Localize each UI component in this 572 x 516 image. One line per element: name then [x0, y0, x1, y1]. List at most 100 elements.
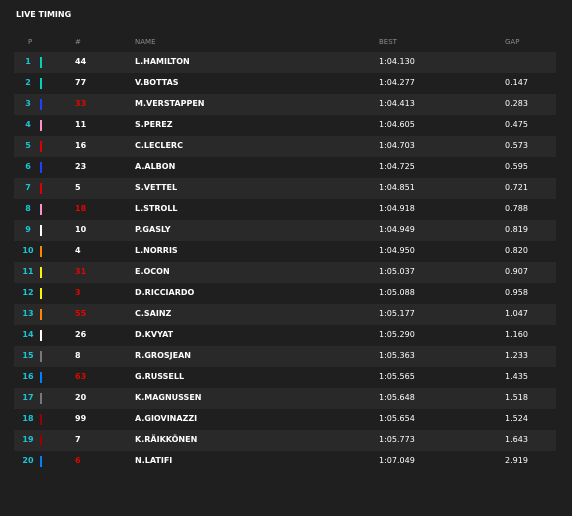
driver-name: S.PEREZ: [135, 120, 173, 129]
position: 15: [22, 351, 34, 360]
timing-row: 17 20 K.MAGNUSSEN 1:05.648 1.518: [14, 388, 556, 409]
timing-row: 14 26 D.KVYAT 1:05.290 1.160: [14, 325, 556, 346]
team-color: [40, 330, 42, 341]
driver-name: L.HAMILTON: [135, 57, 190, 66]
team-color: [40, 204, 42, 215]
car-number: 16: [75, 141, 87, 150]
best-time: 1:04.950: [379, 246, 415, 255]
car-number: 10: [75, 225, 87, 234]
best-time: 1:04.130: [379, 57, 415, 66]
timing-row: 9 10 P.GASLY 1:04.949 0.819: [14, 220, 556, 241]
driver-name: A.ALBON: [135, 162, 176, 171]
position: 8: [25, 204, 31, 213]
timing-row: 15 8 R.GROSJEAN 1:05.363 1.233: [14, 346, 556, 367]
position: 18: [22, 414, 34, 423]
timing-row: 5 16 C.LECLERC 1:04.703 0.573: [14, 136, 556, 157]
gap: 0.283: [505, 99, 528, 108]
gap: 0.820: [505, 246, 528, 255]
driver-name: C.SAINZ: [135, 309, 172, 318]
best-time: 1:04.725: [379, 162, 415, 171]
best-time: 1:04.918: [379, 204, 415, 213]
team-color: [40, 120, 42, 131]
gap: 0.595: [505, 162, 528, 171]
team-color: [40, 372, 42, 383]
driver-name: R.GROSJEAN: [135, 351, 191, 360]
timing-row: 3 33 M.VERSTAPPEN 1:04.413 0.283: [14, 94, 556, 115]
position: 6: [25, 162, 31, 171]
driver-name: K.MAGNUSSEN: [135, 393, 202, 402]
team-color: [40, 267, 42, 278]
position: 3: [25, 99, 31, 108]
position: 11: [22, 267, 34, 276]
driver-name: D.RICCIARDO: [135, 288, 195, 297]
header-pos: P: [28, 38, 33, 46]
car-number: 55: [75, 309, 87, 318]
best-time: 1:05.648: [379, 393, 415, 402]
car-number: 5: [75, 183, 81, 192]
driver-name: E.OCON: [135, 267, 170, 276]
driver-name: D.KVYAT: [135, 330, 174, 339]
car-number: 44: [75, 57, 87, 66]
best-time: 1:04.605: [379, 120, 415, 129]
car-number: 11: [75, 120, 87, 129]
header-name: NAME: [135, 38, 156, 46]
gap: 1.518: [505, 393, 528, 402]
gap: 1.435: [505, 372, 528, 381]
position: 1: [25, 57, 31, 66]
car-number: 31: [75, 267, 87, 276]
car-number: 77: [75, 78, 87, 87]
best-time: 1:05.565: [379, 372, 415, 381]
position: 7: [25, 183, 31, 192]
car-number: 4: [75, 246, 81, 255]
team-color: [40, 246, 42, 257]
title: LIVE TIMING: [16, 10, 72, 19]
position: 16: [22, 372, 34, 381]
best-time: 1:05.290: [379, 330, 415, 339]
gap: 0.958: [505, 288, 528, 297]
team-color: [40, 435, 42, 446]
best-time: 1:05.773: [379, 435, 415, 444]
gap: 1.047: [505, 309, 528, 318]
timing-row: 20 6 N.LATIFI 1:07.049 2.919: [14, 451, 556, 472]
position: 17: [22, 393, 34, 402]
driver-name: P.GASLY: [135, 225, 171, 234]
driver-name: K.RÄIKKÖNEN: [135, 435, 198, 444]
driver-name: S.VETTEL: [135, 183, 178, 192]
best-time: 1:04.413: [379, 99, 415, 108]
gap: 2.919: [505, 456, 528, 465]
driver-name: V.BOTTAS: [135, 78, 179, 87]
car-number: 33: [75, 99, 87, 108]
position: 14: [22, 330, 34, 339]
team-color: [40, 183, 42, 194]
car-number: 18: [75, 204, 87, 213]
car-number: 6: [75, 456, 81, 465]
car-number: 20: [75, 393, 87, 402]
driver-name: N.LATIFI: [135, 456, 173, 465]
header-number: #: [75, 38, 81, 46]
position: 12: [22, 288, 34, 297]
team-color: [40, 351, 42, 362]
car-number: 26: [75, 330, 87, 339]
gap: 0.573: [505, 141, 528, 150]
position: 20: [22, 456, 34, 465]
driver-name: G.RUSSELL: [135, 372, 185, 381]
position: 2: [25, 78, 31, 87]
car-number: 63: [75, 372, 87, 381]
gap: 0.819: [505, 225, 528, 234]
best-time: 1:04.851: [379, 183, 415, 192]
team-color: [40, 162, 42, 173]
driver-name: L.NORRIS: [135, 246, 178, 255]
best-time: 1:04.703: [379, 141, 415, 150]
team-color: [40, 225, 42, 236]
driver-name: A.GIOVINAZZI: [135, 414, 198, 423]
team-color: [40, 99, 42, 110]
timing-row: 2 77 V.BOTTAS 1:04.277 0.147: [14, 73, 556, 94]
car-number: 99: [75, 414, 87, 423]
position: 4: [25, 120, 31, 129]
timing-row: 8 18 L.STROLL 1:04.918 0.788: [14, 199, 556, 220]
gap: 1.233: [505, 351, 528, 360]
position: 19: [22, 435, 34, 444]
team-color: [40, 309, 42, 320]
best-time: 1:04.949: [379, 225, 415, 234]
